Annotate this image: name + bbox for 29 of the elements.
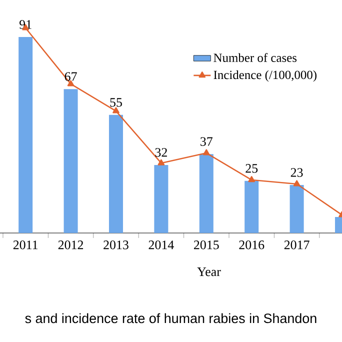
bar	[290, 185, 304, 233]
text: 37	[200, 137, 213, 146]
bar	[154, 164, 168, 233]
text: 32	[155, 148, 167, 157]
bar	[18, 37, 33, 233]
text: 23	[290, 168, 303, 177]
text: s and incidence rate of human rabies in Shandon	[25, 313, 316, 324]
x-axis-title: Year	[197, 268, 221, 276]
bar	[108, 114, 123, 233]
point	[158, 159, 165, 166]
x-tick-label: 2016	[239, 240, 264, 250]
bar	[244, 180, 259, 233]
point	[293, 180, 300, 186]
text: 67	[64, 72, 77, 81]
x-tick-label: 2013	[104, 240, 128, 250]
x-tick-label: 2017	[284, 240, 310, 250]
x-tick-label: 2014	[148, 240, 174, 250]
legend-label: Number of cases	[214, 53, 297, 62]
bar	[199, 154, 214, 233]
text: 55	[110, 98, 122, 107]
text: 25	[246, 164, 258, 173]
x-tick-label: 2015	[194, 240, 219, 250]
x-tick-label: 2012	[58, 240, 84, 250]
legend-label: Incidence (/100,000)	[214, 70, 316, 82]
point	[202, 149, 210, 156]
x-tick-label: 2011	[13, 240, 38, 250]
point	[248, 176, 256, 182]
bar	[64, 89, 78, 233]
point	[112, 107, 120, 114]
